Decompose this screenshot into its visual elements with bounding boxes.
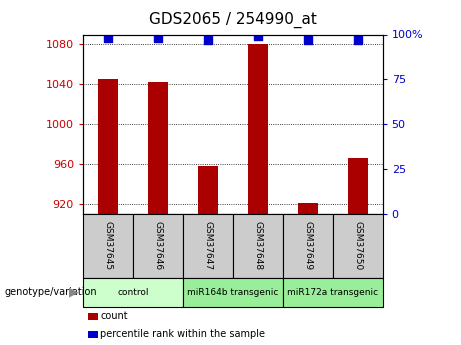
- Text: control: control: [117, 288, 148, 297]
- Text: miR164b transgenic: miR164b transgenic: [187, 288, 278, 297]
- Text: genotype/variation: genotype/variation: [5, 287, 97, 297]
- Bar: [148, 82, 168, 214]
- Text: GSM37648: GSM37648: [253, 221, 262, 270]
- Bar: [298, 203, 318, 214]
- Text: ▶: ▶: [69, 286, 78, 299]
- Point: [154, 35, 161, 41]
- Point: [354, 37, 361, 43]
- Text: GSM37647: GSM37647: [203, 221, 213, 270]
- Text: count: count: [100, 311, 128, 321]
- Text: miR172a transgenic: miR172a transgenic: [287, 288, 378, 297]
- Bar: [198, 166, 218, 214]
- Point: [104, 35, 112, 41]
- Bar: [98, 79, 118, 214]
- Point: [304, 37, 311, 43]
- Bar: [348, 158, 367, 214]
- Point: [254, 33, 261, 39]
- Text: percentile rank within the sample: percentile rank within the sample: [100, 329, 266, 338]
- Bar: [248, 45, 268, 214]
- Text: GSM37645: GSM37645: [103, 221, 112, 270]
- Text: GSM37646: GSM37646: [154, 221, 162, 270]
- Point: [204, 37, 212, 43]
- Text: GSM37649: GSM37649: [303, 221, 312, 270]
- Text: GSM37650: GSM37650: [353, 221, 362, 270]
- Text: GDS2065 / 254990_at: GDS2065 / 254990_at: [149, 12, 317, 28]
